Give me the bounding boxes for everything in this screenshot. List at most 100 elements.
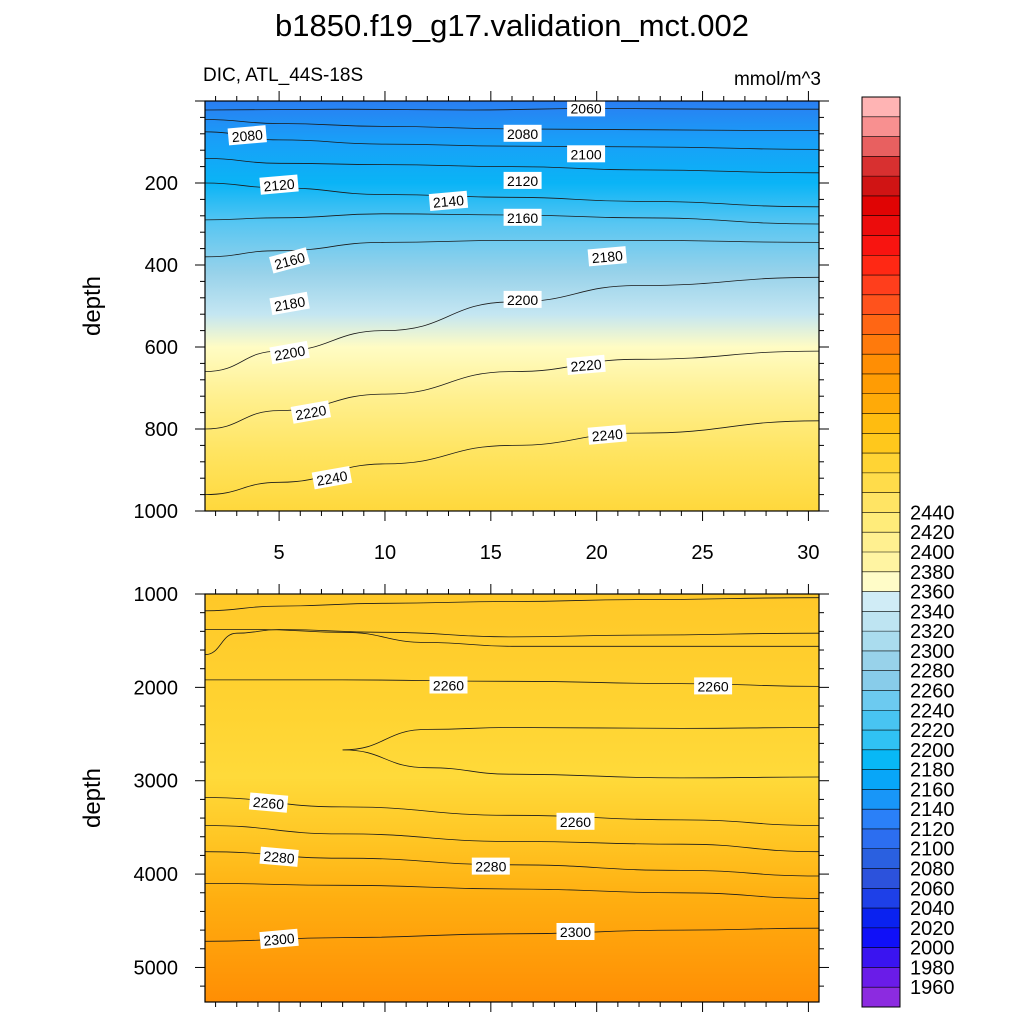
colorbar-swatch [862, 730, 900, 751]
colorbar-swatch [862, 373, 900, 395]
colorbar-swatch [862, 334, 900, 355]
x-tick-label: 5 [274, 542, 285, 564]
colorbar-swatch [862, 611, 900, 632]
lower-contour-line-2258 [205, 629, 819, 656]
lower-contour-line-2270 [205, 825, 819, 853]
y-tick-label: 1000 [134, 584, 179, 606]
colorbar-tick-label: 2200 [910, 740, 955, 762]
x-tick-label: 30 [797, 542, 819, 564]
y-tick-label: 3000 [134, 771, 179, 793]
colorbar-tick-label: 2180 [910, 760, 955, 782]
upper-ticks: 200 400 600 800 1000 5 10 15 20 25 30 [134, 91, 829, 564]
upper-contour-line-2060 [205, 107, 819, 111]
upper-contour-label: 2160 [503, 208, 542, 226]
colorbar-swatch [862, 987, 900, 1008]
colorbar-tick-label: 2420 [910, 522, 955, 544]
colorbar-tick-label: 2040 [910, 898, 955, 920]
contour-label-text: 2080 [507, 126, 538, 142]
x-tick-label: 25 [691, 542, 713, 564]
contour-label-text: 2300 [560, 924, 591, 940]
colorbar-tick-label: 2300 [910, 641, 955, 663]
left-subtitle: DIC, ATL_44S-18S [203, 65, 363, 86]
contour-label-text: 2160 [507, 210, 538, 226]
colorbar-swatch [862, 255, 900, 276]
colorbar-swatch [862, 294, 900, 316]
colorbar-swatch [862, 472, 900, 494]
upper-y-axis-label: depth [79, 276, 106, 336]
lower-y-axis-label: depth [79, 768, 106, 828]
upper-contour-label: 2200 [503, 290, 542, 308]
lower-contour-label: 2260 [248, 792, 289, 813]
contour-label-box [269, 340, 310, 365]
colorbar-swatch [862, 947, 900, 968]
upper-contour-label: 2060 [567, 99, 606, 117]
contour-label-box [259, 928, 299, 950]
contour-label-box [269, 247, 311, 274]
colorbar-tick-label: 2400 [910, 542, 955, 564]
lower-contour-label: 2300 [259, 928, 299, 950]
colorbar-tick-label: 1960 [910, 977, 955, 999]
contour-label-box [503, 290, 542, 308]
colorbar-swatch [862, 97, 900, 118]
colorbar-swatch [862, 413, 900, 434]
colorbar-tick-label: 2020 [910, 918, 955, 940]
contour-label-box [259, 846, 299, 867]
colorbar-tick-label: 2220 [910, 720, 955, 742]
contour-label-box [556, 812, 595, 830]
upper-contour-label: 2140 [428, 190, 469, 212]
colorbar-tick-label: 2260 [910, 681, 955, 703]
upper-contour-label: 2120 [503, 171, 542, 189]
upper-contour-label: 2180 [269, 291, 310, 316]
contour-label-text: 2160 [273, 249, 307, 273]
colorbar-tick-label: 2340 [910, 601, 955, 623]
lower-contour-line-2300 [205, 927, 819, 942]
colorbar-tick-label: 2240 [910, 700, 955, 722]
colorbar-swatch [862, 215, 900, 236]
colorbar-swatch [862, 176, 900, 197]
lower-contour-line-2262 [342, 727, 819, 751]
colorbar-swatch [862, 710, 900, 731]
lower-contour-line-2250 [205, 597, 819, 612]
colorbar-swatch [862, 967, 900, 988]
contour-label-box [587, 246, 627, 267]
lower-contour-line-2262 [342, 749, 819, 779]
y-tick-label: 600 [145, 337, 178, 359]
contour-label-text: 2100 [571, 146, 602, 162]
upper-contour-label: 2080 [227, 125, 267, 146]
colorbar-swatch [862, 275, 900, 296]
colorbar-tick-label: 2360 [910, 582, 955, 604]
contour-label-box [429, 676, 468, 694]
y-tick-label: 800 [145, 419, 178, 441]
contour-label-text: 2080 [231, 126, 264, 145]
y-tick-label: 4000 [134, 864, 179, 886]
lower-contour-line-2290 [205, 883, 819, 899]
upper-contour-label: 2200 [269, 340, 310, 365]
colorbar-swatch [862, 492, 900, 513]
colorbar-swatch [862, 848, 900, 869]
contour-label-box [503, 208, 542, 226]
contour-label-text: 2060 [571, 100, 602, 116]
colorbar-swatch [862, 453, 900, 474]
contour-label-text: 2260 [433, 678, 464, 694]
colorbar-tick-label: 2080 [910, 859, 955, 881]
contour-label-text: 2140 [432, 192, 465, 211]
lower-contour-label: 2300 [556, 923, 595, 940]
contour-label-text: 2260 [560, 814, 591, 830]
colorbar-swatch [862, 888, 900, 909]
contour-label-box [311, 466, 353, 490]
contour-label-text: 2220 [294, 402, 328, 423]
contour-label-text: 2120 [507, 173, 538, 189]
contour-label-box [269, 291, 310, 316]
contour-label-text: 2260 [698, 678, 729, 694]
contour-label-text: 2200 [507, 292, 538, 308]
colorbar-tick-label: 2060 [910, 878, 955, 900]
colorbar-tick-label: 2380 [910, 562, 955, 584]
y-tick-label: 200 [145, 173, 178, 195]
contour-label-box [503, 171, 542, 189]
colorbar-swatch [862, 156, 900, 177]
colorbar-swatch [862, 571, 900, 592]
upper-contour-line-2180 [205, 239, 819, 258]
contour-label-box [694, 677, 733, 695]
contour-label-text: 2200 [273, 342, 307, 363]
